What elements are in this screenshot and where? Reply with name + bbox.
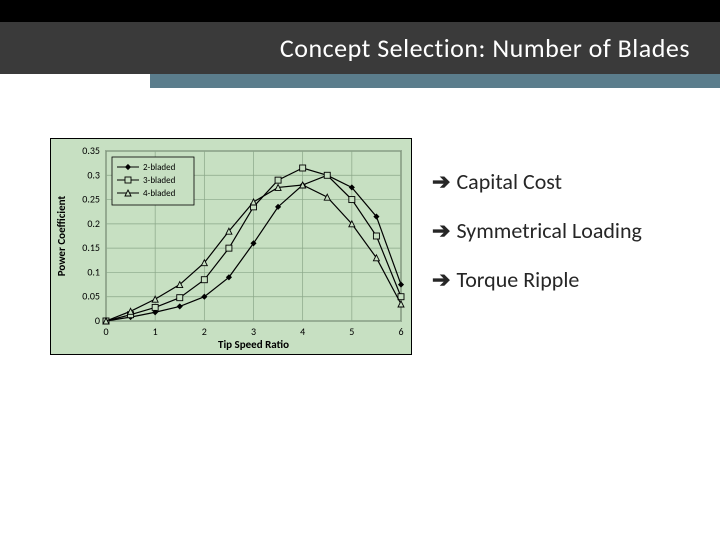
underbar-right	[150, 74, 720, 88]
header-main-bar: Concept Selection: Number of Blades	[0, 22, 720, 74]
bullet-text: Symmetrical Loading	[456, 217, 641, 244]
svg-text:0.15: 0.15	[82, 241, 100, 254]
svg-text:3: 3	[251, 325, 256, 338]
svg-text:Tip Speed Ratio: Tip Speed Ratio	[218, 338, 289, 351]
svg-text:0.35: 0.35	[82, 144, 100, 157]
slide-title: Concept Selection: Number of Blades	[280, 32, 690, 64]
svg-text:0.05: 0.05	[82, 290, 100, 303]
bullet-item: ➔Symmetrical Loading	[432, 217, 642, 244]
svg-text:0.1: 0.1	[87, 265, 100, 278]
bullet-item: ➔Capital Cost	[432, 168, 642, 195]
header-top-bar	[0, 0, 720, 22]
svg-text:0.2: 0.2	[87, 217, 100, 230]
bullet-text: Capital Cost	[456, 168, 562, 195]
bullet-list: ➔Capital Cost➔Symmetrical Loading➔Torque…	[432, 168, 642, 355]
svg-text:Power Coefficient: Power Coefficient	[55, 196, 68, 277]
svg-text:2: 2	[202, 325, 207, 338]
chart-container: 0 1 2 3 4 5 6 0 0.05 0.1 0.15 0.2 0.25 0.3 0.35 Tip Spe…	[50, 138, 412, 355]
arrow-icon: ➔	[432, 169, 450, 195]
content-area: 0 1 2 3 4 5 6 0 0.05 0.1 0.15 0.2 0.25 0.3 0.35 Tip Spe…	[0, 138, 720, 355]
svg-text:3-bladed: 3-bladed	[143, 175, 176, 186]
svg-text:0: 0	[95, 314, 100, 327]
underbar-left	[0, 74, 150, 88]
svg-text:4-bladed: 4-bladed	[143, 188, 176, 199]
svg-text:0.25: 0.25	[82, 193, 100, 206]
svg-text:0.3: 0.3	[87, 168, 100, 181]
svg-text:6: 6	[398, 325, 403, 338]
bullet-item: ➔Torque Ripple	[432, 266, 642, 293]
arrow-icon: ➔	[432, 218, 450, 244]
header-underbar	[0, 74, 720, 88]
svg-text:0: 0	[103, 325, 108, 338]
power-coefficient-chart: 0 1 2 3 4 5 6 0 0.05 0.1 0.15 0.2 0.25 0.3 0.35 Tip Spe…	[50, 138, 412, 355]
bullet-text: Torque Ripple	[456, 266, 579, 293]
arrow-icon: ➔	[432, 267, 450, 293]
svg-text:5: 5	[349, 325, 354, 338]
svg-text:2-bladed: 2-bladed	[143, 162, 176, 173]
svg-text:4: 4	[300, 325, 305, 338]
svg-text:1: 1	[153, 325, 158, 338]
